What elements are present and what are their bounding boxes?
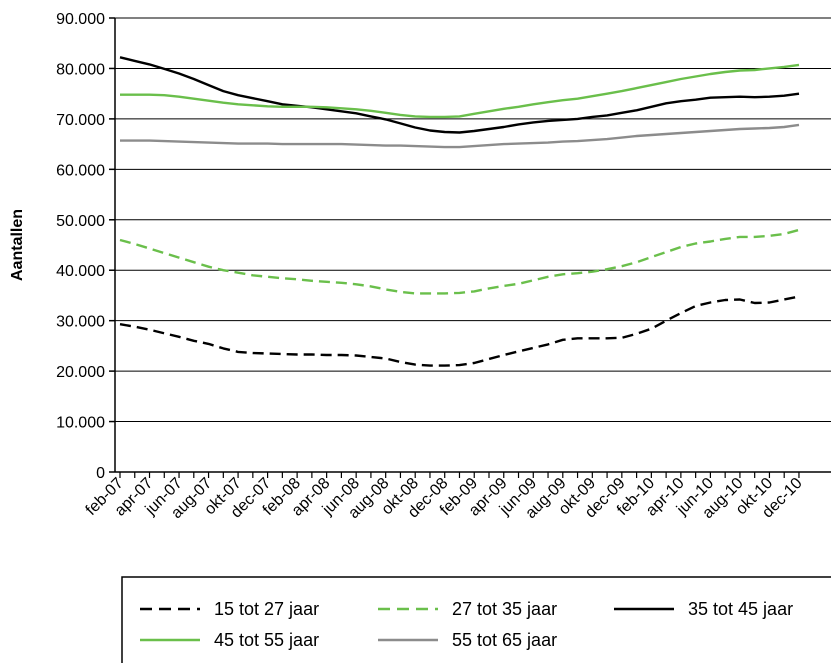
y-tick-label: 80.000 [56,61,105,78]
x-axis-ticks: feb-07apr-07jun-07aug-07okt-07dec-07feb-… [83,472,806,522]
series-line-1 [120,297,799,366]
y-tick-label: 70.000 [56,112,105,129]
legend-label: 15 tot 27 jaar [214,599,319,619]
y-tick-label: 40.000 [56,263,105,280]
legend-frame [122,577,831,663]
y-tick-label: 10.000 [56,415,105,432]
gridlines [115,18,831,422]
y-tick-label: 60.000 [56,162,105,179]
y-axis-label: Aantallen [9,209,26,281]
y-tick-label: 50.000 [56,213,105,230]
series-line-5 [120,125,799,147]
series-line-2 [120,230,799,294]
legend: 15 tot 27 jaar 27 tot 35 jaar 35 tot 45 ja… [122,577,831,663]
legend-label: 35 tot 45 jaar [688,599,793,619]
y-tick-label: 20.000 [56,364,105,381]
y-tick-label: 0 [96,465,105,482]
y-tick-label: 90.000 [56,11,105,28]
y-tick-label: 30.000 [56,314,105,331]
legend-label: 45 tot 55 jaar [214,630,319,650]
y-axis-ticks: 0 10.000 20.000 30.000 40.000 50.000 60.000 70.… [56,11,115,482]
legend-label: 55 tot 65 jaar [452,630,557,650]
legend-label: 27 tot 35 jaar [452,599,557,619]
series-lines [120,57,799,365]
